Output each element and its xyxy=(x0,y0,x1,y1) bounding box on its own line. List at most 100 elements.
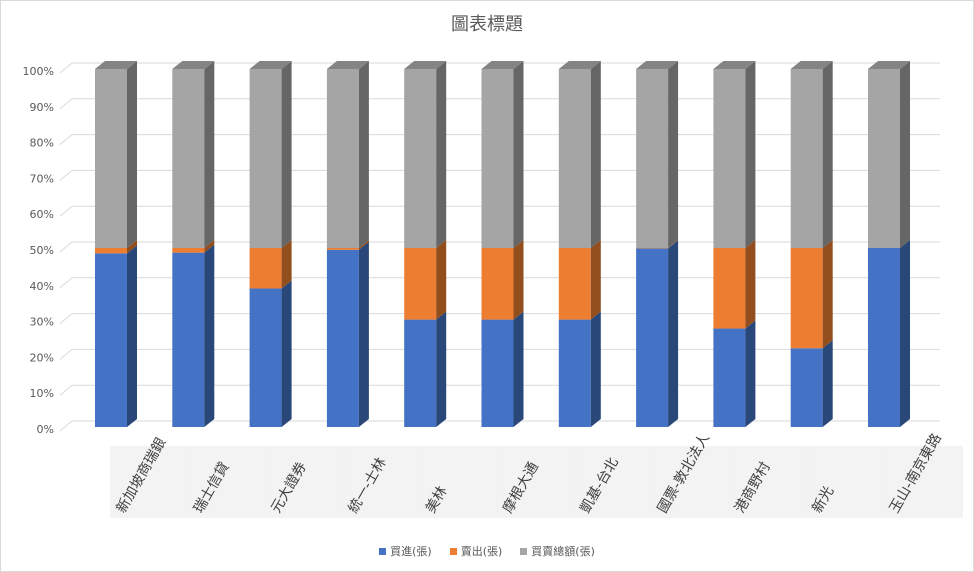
bar-top xyxy=(713,61,756,69)
bar-segment-side xyxy=(590,240,601,320)
bar-segment xyxy=(95,69,127,248)
gridline-side xyxy=(59,420,73,432)
y-tick-label: 10% xyxy=(30,387,54,400)
bar-segment-side xyxy=(822,340,833,427)
bar-segment xyxy=(249,288,282,427)
x-label-background xyxy=(341,446,422,518)
bar-segment xyxy=(558,248,591,320)
bar-segment-side xyxy=(822,61,833,248)
bar-segment xyxy=(249,248,282,289)
bar-segment xyxy=(249,69,282,248)
y-tick-label: 80% xyxy=(30,137,54,150)
bar-segment xyxy=(95,248,127,254)
bar-segment xyxy=(713,328,746,427)
bar-segment-side xyxy=(358,240,369,250)
legend-label-sell: 賣出(張) xyxy=(460,545,503,558)
bar-top xyxy=(95,61,137,69)
bar-segment-side xyxy=(127,240,137,254)
y-tick-label: 70% xyxy=(30,172,54,185)
legend-item-buy: 買進(張) xyxy=(379,543,432,559)
bar-segment xyxy=(326,69,359,248)
bar-segment-side xyxy=(436,61,447,248)
bar-segment xyxy=(326,249,359,427)
bar-segment xyxy=(713,69,746,248)
bar-segment-side xyxy=(513,61,524,248)
bar-segment xyxy=(790,69,823,248)
bar-segment-side xyxy=(436,240,447,320)
x-label-background xyxy=(419,446,500,518)
bar-segment-side xyxy=(590,61,601,248)
x-label-background xyxy=(728,446,809,518)
bar-top xyxy=(404,61,447,69)
bar-segment-side xyxy=(745,320,756,427)
bar-top xyxy=(868,61,910,69)
y-tick-label: 40% xyxy=(30,280,54,293)
gridline-side xyxy=(59,205,73,217)
y-tick-label: 100% xyxy=(23,65,54,78)
gridline-side xyxy=(59,241,73,253)
bar-segment-side xyxy=(513,240,524,320)
x-label-background xyxy=(496,446,577,518)
y-tick-label: 30% xyxy=(30,316,54,329)
bar-segment xyxy=(790,348,823,427)
x-label-background xyxy=(187,446,268,518)
bar-segment xyxy=(404,69,437,248)
bar-top xyxy=(326,61,369,69)
bar-segment-side xyxy=(822,240,833,349)
bar-segment-side xyxy=(745,61,756,248)
bar-top xyxy=(790,61,833,69)
legend-swatch-sell xyxy=(449,547,457,555)
bar-segment-side xyxy=(358,241,369,427)
gridline-side xyxy=(59,134,73,145)
bar-segment-side xyxy=(900,61,910,248)
bar-segment xyxy=(404,248,437,320)
x-label-background xyxy=(805,446,886,518)
x-label-background xyxy=(651,446,732,518)
legend-label-buy: 買進(張) xyxy=(390,545,432,558)
y-tick-label: 20% xyxy=(30,351,54,364)
bar-segment xyxy=(558,319,591,427)
bar-segment xyxy=(868,69,900,248)
bar-segment xyxy=(868,248,900,427)
bar-segment-side xyxy=(127,245,137,427)
bar-segment-side xyxy=(900,240,910,427)
bar-segment-side xyxy=(204,240,215,253)
legend-swatch-total xyxy=(520,547,528,555)
bar-segment-side xyxy=(590,311,601,427)
bar-segment-side xyxy=(281,240,292,289)
bar-top xyxy=(172,61,215,69)
bar-top xyxy=(558,61,601,69)
bar-segment xyxy=(790,248,823,349)
bar-segment xyxy=(95,253,127,427)
legend-label-total: 買賣總額(張) xyxy=(531,545,595,558)
bar-segment xyxy=(636,69,669,248)
bar-segment-side xyxy=(668,61,679,248)
chart-plot: 0%10%20%30%40%50%60%70%80%90%100%新加坡商瑞銀瑞… xyxy=(23,61,963,518)
gridline-side xyxy=(59,349,73,360)
bar-segment xyxy=(558,69,591,248)
bar-segment-side xyxy=(745,240,756,329)
y-tick-label: 50% xyxy=(30,244,54,257)
bar-top xyxy=(481,61,524,69)
bar-segment-side xyxy=(204,61,215,248)
legend-swatch-buy xyxy=(379,547,387,555)
bar-segment xyxy=(713,248,746,329)
bar-segment xyxy=(172,69,205,248)
chart-title: 圖表標題 xyxy=(451,14,523,35)
x-label-background xyxy=(573,446,654,518)
bar-segment-side xyxy=(668,240,679,249)
gridline-side xyxy=(59,313,73,324)
bar-segment-side xyxy=(127,61,137,248)
bar-segment xyxy=(481,319,514,427)
bar-segment xyxy=(636,248,669,427)
chart-legend: 買進(張) 賣出(張) 買賣總額(張) xyxy=(0,543,974,559)
bar-segment-side xyxy=(281,61,292,248)
gridline-side xyxy=(59,277,73,289)
bar-segment xyxy=(481,248,514,320)
bar-segment-side xyxy=(281,280,292,427)
gridline-side xyxy=(59,62,73,74)
bar-segment xyxy=(404,319,437,427)
bar-segment-side xyxy=(436,311,447,427)
bar-top xyxy=(249,61,292,69)
gridline-side xyxy=(59,98,73,110)
